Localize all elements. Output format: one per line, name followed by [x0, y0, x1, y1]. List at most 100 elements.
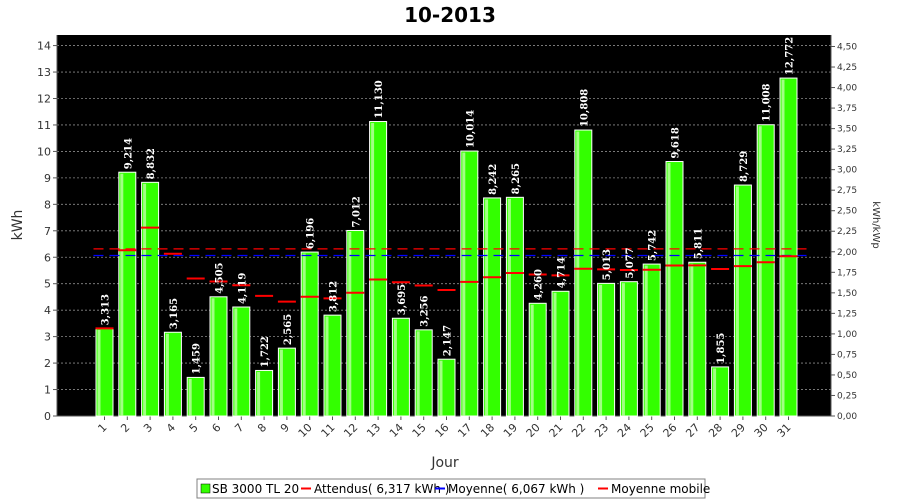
bar-highlight [530, 304, 534, 416]
legend-item-moving-average: Moyenne mobile [611, 482, 710, 496]
data-label: 4,119 [237, 273, 248, 304]
bar-highlight [735, 186, 739, 416]
bar-highlight [576, 131, 580, 416]
data-label: 1,459 [192, 343, 203, 374]
y-tick-label: 7 [44, 225, 51, 238]
bar-highlight [325, 316, 329, 416]
y-axis-label: kWh [10, 210, 26, 241]
x-tick-label: 1 [95, 421, 109, 435]
y-tick-label: 6 [44, 251, 51, 264]
y2-tick-label: 0,00 [837, 412, 857, 422]
bar-highlight [120, 173, 124, 416]
y2-tick-label: 1,00 [837, 330, 857, 340]
reference-lines [93, 226, 807, 330]
legend-item-average: Moyenne( 6,067 kWh ) [448, 482, 584, 496]
x-tick-label: 16 [433, 421, 452, 440]
x-tick-label: 24 [615, 421, 634, 440]
x-tick-label: 8 [255, 421, 269, 435]
bar-highlight [507, 198, 511, 416]
data-label: 4,714 [557, 257, 568, 288]
legend-item-bar: SB 3000 TL 20 [212, 482, 299, 496]
x-tick-label: 5 [187, 421, 201, 435]
bar-highlight [143, 183, 147, 416]
y2-tick-label: 1,75 [837, 268, 857, 278]
x-tick-label: 17 [455, 421, 474, 440]
x-tick-label: 22 [569, 421, 588, 440]
y2-tick-label: 2,50 [837, 207, 857, 217]
bar-highlight [599, 284, 603, 416]
data-label: 11,008 [762, 83, 773, 121]
y2-tick-label: 4,25 [837, 63, 857, 73]
bar-highlight [758, 126, 762, 416]
data-label: 9,214 [123, 138, 134, 169]
y2-tick-label: 0,25 [837, 391, 857, 401]
bar-highlight [371, 123, 375, 417]
y2-tick-label: 3,50 [837, 125, 857, 135]
legend-item-expected: Attendus( 6,317 kWh ) [314, 482, 449, 496]
x-tick-label: 4 [164, 421, 178, 435]
y2-tick-label: 2,25 [837, 227, 857, 237]
x-tick-label: 26 [661, 421, 680, 440]
y2-tick-label: 1,50 [837, 289, 857, 299]
bar-highlight [690, 263, 694, 416]
y-tick-label: 14 [37, 40, 51, 53]
y2-tick-label: 3,75 [837, 104, 857, 114]
y-tick-label: 3 [44, 331, 51, 344]
y2-tick-label: 1,25 [837, 309, 857, 319]
data-label: 5,077 [625, 247, 636, 278]
y2-tick-label: 4,50 [837, 42, 857, 52]
y-tick-label: 1 [44, 384, 51, 397]
y-tick-label: 11 [37, 119, 51, 132]
y2-tick-label: 4,00 [837, 84, 857, 94]
data-label: 8,832 [146, 148, 157, 179]
y-tick-label: 12 [37, 93, 51, 106]
x-tick-label: 12 [341, 421, 360, 440]
x-tick-label: 19 [501, 421, 520, 440]
y-tick-label: 13 [37, 66, 51, 79]
bar-highlight [302, 253, 306, 416]
x-tick-label: 10 [296, 421, 315, 440]
data-label: 8,729 [739, 151, 750, 182]
x-tick-label: 27 [683, 421, 702, 440]
bar-highlight [485, 199, 489, 416]
bar-highlight [644, 265, 648, 416]
bar-highlight [211, 298, 215, 416]
y2-axis-ticks: 0,00 0,25 0,50 0,75 1,00 1,25 1,50 1,75 2,00 2,25… [830, 35, 857, 422]
bar-series [95, 77, 798, 417]
data-label: 5,742 [648, 230, 659, 261]
y2-tick-label: 3,00 [837, 166, 857, 176]
x-tick-label: 23 [592, 421, 611, 440]
y2-tick-label: 0,50 [837, 371, 857, 381]
bar-highlight [348, 231, 352, 416]
bar-highlight [165, 333, 169, 416]
x-axis-ticks: 1 2 3 4 5 6 7 8 9 10 11 12 13 14 15 16 17 18 19 20 21 22 23 24 2… [57, 415, 831, 440]
x-tick-label: 31 [775, 421, 794, 440]
y2-tick-label: 2,75 [837, 186, 857, 196]
x-tick-label: 18 [478, 421, 497, 440]
bar-highlight [234, 308, 238, 416]
bar-highlight [439, 360, 443, 416]
data-label: 12,772 [785, 37, 796, 75]
data-label: 4,260 [534, 269, 545, 300]
y2-tick-label: 0,75 [837, 350, 857, 360]
data-label: 3,695 [397, 284, 408, 315]
y2-tick-label: 2,00 [837, 248, 857, 258]
bar-highlight [713, 368, 717, 416]
bar-highlight [188, 378, 192, 416]
data-label: 6,196 [306, 218, 317, 249]
y-tick-label: 10 [37, 145, 51, 158]
data-label: 7,012 [351, 196, 362, 227]
x-tick-label: 20 [524, 421, 543, 440]
data-label: 11,130 [374, 80, 385, 118]
data-label: 3,256 [420, 295, 431, 326]
data-label: 1,855 [716, 333, 727, 364]
data-label: 8,242 [488, 164, 499, 195]
x-axis-label: Jour [430, 455, 459, 471]
bar-highlight [97, 329, 101, 416]
data-label: 2,565 [283, 314, 294, 345]
bar-highlight [279, 349, 283, 416]
y-tick-label: 2 [44, 357, 51, 370]
y2-tick-label: 3,25 [837, 145, 857, 155]
data-label: 5,013 [602, 249, 613, 280]
